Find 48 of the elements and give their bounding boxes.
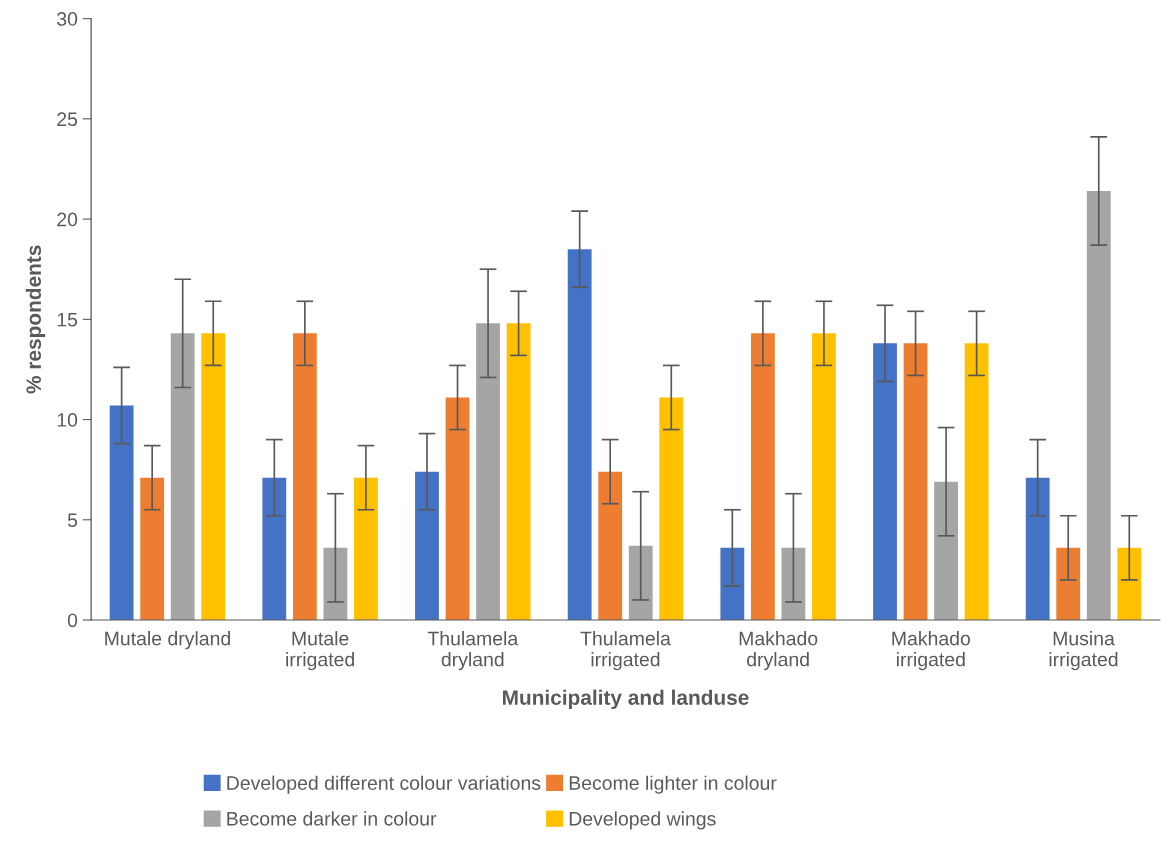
y-tick-label: 0 xyxy=(67,613,78,628)
bar xyxy=(567,249,592,620)
bar xyxy=(812,333,836,620)
x-tick-label: Mutale dryland xyxy=(105,631,230,650)
bar xyxy=(140,477,165,620)
bar xyxy=(323,547,348,620)
bar xyxy=(934,481,958,620)
legend-label: Developed wings xyxy=(569,811,716,830)
bar xyxy=(781,547,806,620)
bar xyxy=(415,471,439,620)
x-axis-title: Municipality and landuse xyxy=(503,689,749,710)
x-tick-label: Musina irrigated xyxy=(1049,631,1118,671)
y-axis-title: % respondents xyxy=(25,245,46,394)
bar xyxy=(628,545,653,620)
bar xyxy=(445,397,470,620)
bar xyxy=(262,477,287,620)
bar xyxy=(170,333,195,620)
bar xyxy=(903,343,928,620)
bar xyxy=(1056,547,1081,620)
x-tick-label: Makhado dryland xyxy=(739,631,818,671)
bar xyxy=(659,397,684,620)
y-tick-label: 20 xyxy=(57,212,78,227)
bar xyxy=(476,323,500,620)
legend-label: Developed different colour variations xyxy=(227,775,541,794)
legend-label: Become lighter in colour xyxy=(569,775,777,794)
bar xyxy=(598,471,623,620)
bar xyxy=(201,333,226,620)
bar xyxy=(1117,547,1142,620)
y-tick-label: 15 xyxy=(57,312,78,327)
bar xyxy=(964,343,989,620)
bar xyxy=(506,323,531,620)
y-tick-label: 5 xyxy=(67,513,78,528)
y-tick-label: 10 xyxy=(57,413,78,427)
y-tick-label: 25 xyxy=(57,112,78,127)
bar xyxy=(1086,191,1111,620)
bar xyxy=(720,547,745,620)
bar xyxy=(109,405,134,620)
bar xyxy=(750,333,775,620)
x-tick-label: Thulamela irrigated xyxy=(580,631,671,671)
x-tick-label: Mutale irrigated xyxy=(286,631,354,671)
bar xyxy=(354,477,378,620)
bar xyxy=(292,333,317,620)
bar xyxy=(1025,477,1050,620)
x-tick-label: Makhado irrigated xyxy=(892,631,970,671)
legend-label: Become darker in colour xyxy=(227,811,437,826)
bar xyxy=(873,343,897,620)
x-tick-label: Thulamela dryland xyxy=(427,631,519,671)
y-tick-label: 30 xyxy=(57,12,78,26)
